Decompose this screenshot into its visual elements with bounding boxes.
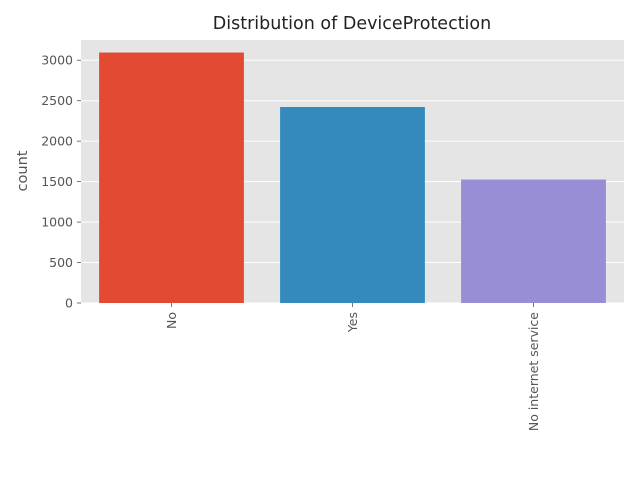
x-tick-label: No [164,312,179,329]
y-tick-label: 1000 [41,215,73,230]
y-tick-label: 500 [49,255,73,270]
y-axis-label: count [15,150,31,191]
x-axis-ticks: No Yes No internet service [164,303,541,431]
y-tick-label: 0 [65,296,73,311]
y-axis-ticks: 0 500 1000 1500 2000 2500 3000 [41,53,81,311]
y-tick-label: 3000 [41,53,73,68]
bar-yes [280,107,425,304]
y-tick-label: 2000 [41,134,73,149]
bars [99,52,606,304]
chart-title: Distribution of DeviceProtection [213,14,491,34]
y-tick-label: 1500 [41,174,73,189]
bar-no-internet-service [461,179,606,303]
y-tick-label: 2500 [41,93,73,108]
x-tick-label: Yes [345,312,360,333]
bar-no [99,52,244,303]
x-tick-label: No internet service [526,312,541,431]
